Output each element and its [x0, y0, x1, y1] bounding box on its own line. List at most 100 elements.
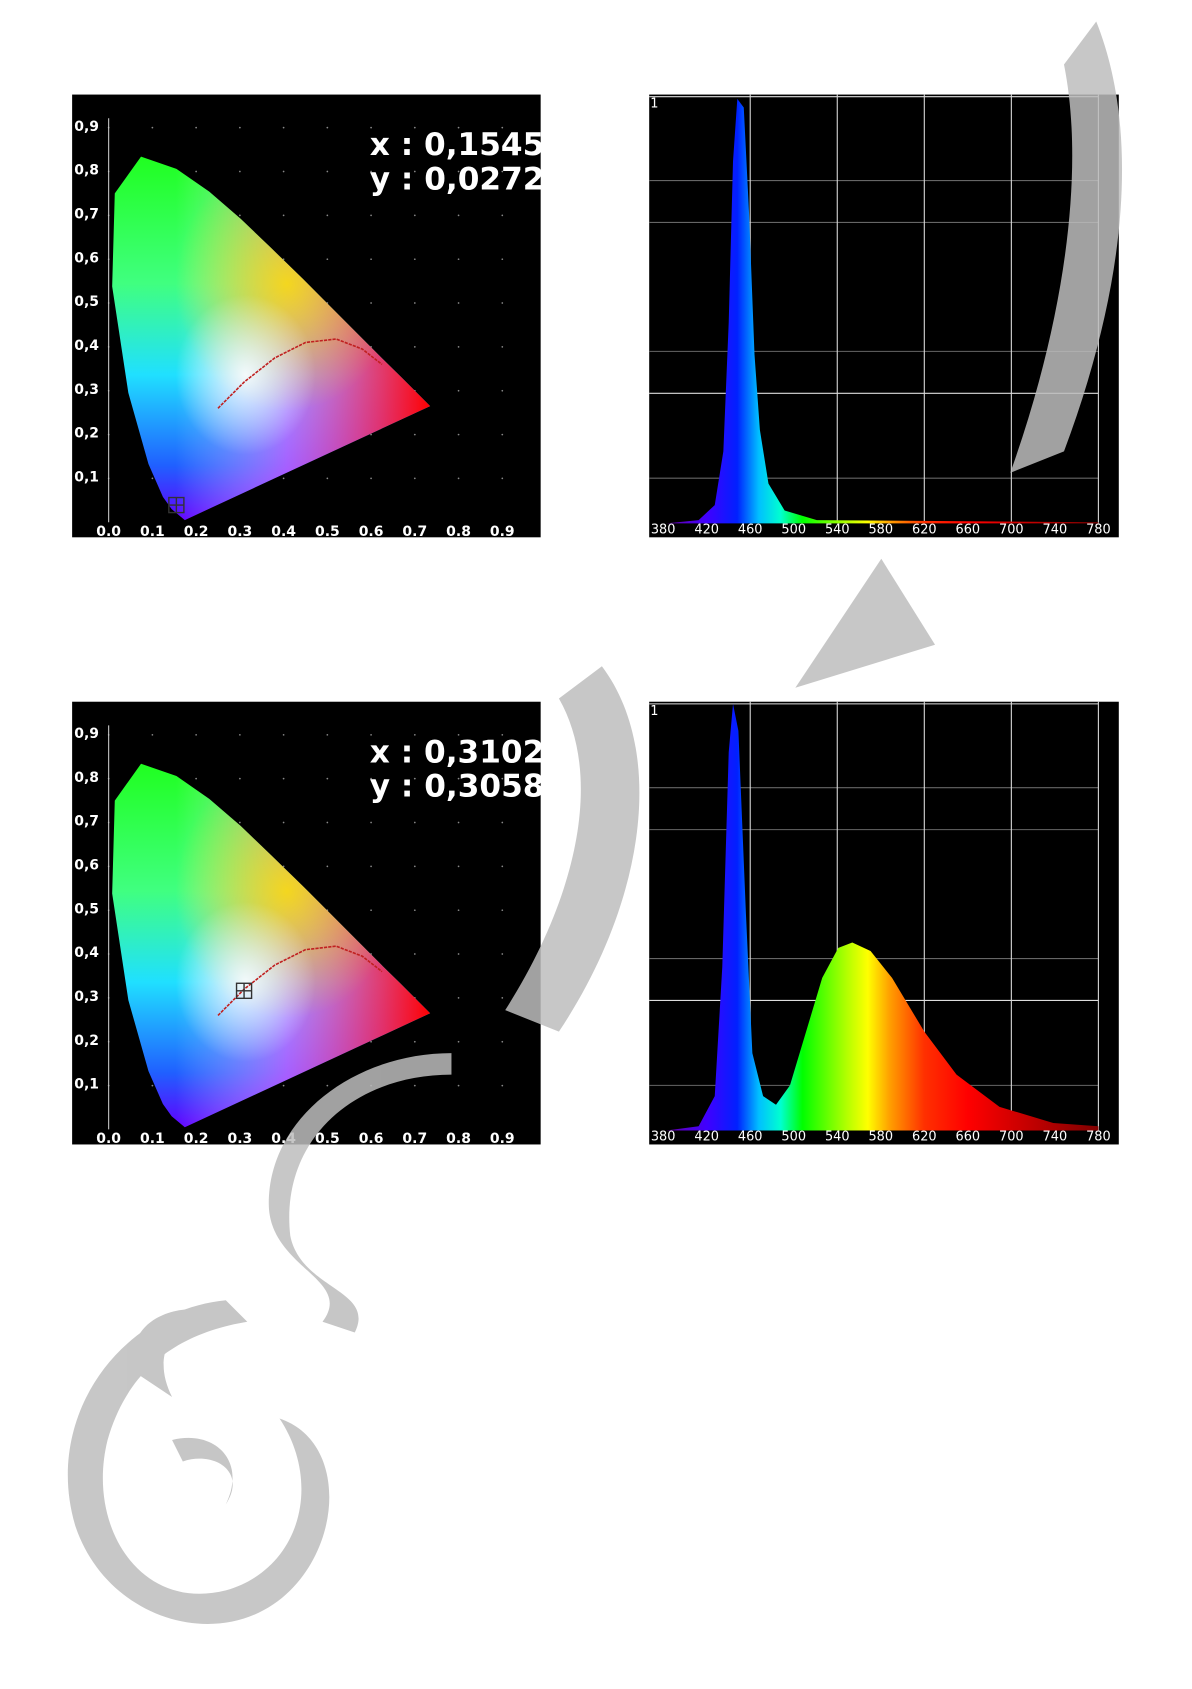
grid-dot [282, 733, 285, 736]
grid-dot [282, 477, 285, 480]
spectrum-curve [666, 703, 1099, 1131]
grid-dot [370, 258, 372, 261]
planckian-locus [217, 338, 383, 409]
grid-dot [282, 1084, 285, 1087]
grid-dot [282, 777, 285, 780]
grid-dot [501, 477, 504, 480]
grid-dot [457, 909, 460, 912]
y-tick-label: 0,5 [74, 294, 99, 310]
coordinate-readout: y : 0,0272 [370, 162, 545, 198]
x-tick-label: 380 [651, 522, 676, 537]
grid-dot [239, 777, 241, 780]
grid-dot [370, 1040, 372, 1043]
x-tick-label: 0.5 [315, 1131, 340, 1147]
grid-dot [326, 214, 329, 217]
grid-dot [326, 126, 329, 129]
grid-dot [457, 258, 460, 261]
grid-dot [457, 346, 460, 348]
x-tick-label: 0.6 [359, 1131, 384, 1147]
grid-dot [501, 865, 504, 868]
grid-dot [501, 433, 504, 436]
marker [168, 496, 253, 1000]
x-tick-label: 500 [781, 522, 806, 537]
y-tick-label: 0,9 [74, 119, 99, 135]
spectrum-chart: 380 420 460 500 540 580 620 660 700 740 780 1 [649, 94, 1119, 538]
grid-dot [195, 777, 197, 780]
y-tick-label: 0,7 [74, 206, 99, 222]
y-tick-label: 0,5 [74, 901, 99, 917]
x-tick-label: 620 [912, 522, 937, 537]
x-tick-label: 0.0 [96, 1131, 121, 1147]
y-tick-label: 0,6 [74, 250, 99, 266]
grid-dot [370, 302, 372, 304]
x-tick-label: 0.8 [446, 1131, 471, 1147]
grid-dot [501, 258, 504, 261]
grid-dot [282, 258, 285, 261]
y-tick-label: 0,4 [74, 945, 99, 961]
x-tick-label: 580 [868, 522, 893, 537]
grid-dot [370, 733, 372, 736]
panel-background [649, 94, 1119, 538]
grid-dot [282, 170, 285, 173]
grid-dot [457, 777, 460, 780]
curves [168, 98, 1099, 1131]
grid-dot [457, 302, 460, 304]
x-tick-label: 620 [912, 1129, 937, 1144]
y-tick-label: 0,2 [74, 426, 99, 442]
grid-dot [326, 777, 329, 780]
grid-dot [326, 1084, 329, 1087]
grid-dot [370, 433, 372, 436]
x-tick-label: 0.7 [402, 1131, 427, 1147]
grid-dot [151, 1084, 154, 1087]
grid-dot [282, 214, 285, 217]
grid-dot [413, 258, 416, 261]
grid-dot [370, 214, 372, 217]
grid-dot [413, 777, 416, 780]
grid-dot [413, 170, 416, 173]
grid-dot [239, 733, 241, 736]
y-tick-label: 0,7 [74, 814, 99, 830]
grid-dot [413, 821, 416, 824]
chromaticity-diagram: 0,9 0,8 0,7 0,6 0,5 0,4 0,3 0,2 0,1 0.0 0.1 0.2 0.3 0… [72, 94, 545, 540]
grid-dot [370, 909, 372, 912]
y-axis-label: 1 [650, 704, 658, 719]
grid-dot [195, 126, 197, 129]
grid-dot [501, 1084, 504, 1087]
grid-dot [501, 389, 504, 392]
grid-dot [501, 170, 504, 173]
x-tick-label: 420 [694, 522, 719, 537]
x-tick-label: 0.1 [140, 524, 165, 540]
x-tick-label: 660 [956, 1129, 981, 1144]
grid-dot [282, 865, 285, 868]
grid-dot [457, 997, 460, 999]
grid-dot [501, 909, 504, 912]
grid-dot [413, 214, 416, 217]
x-tick-label: 0.0 [96, 524, 121, 540]
x-tick-label: 0.4 [271, 524, 296, 540]
x-tick-label: 540 [825, 1129, 850, 1144]
x-tick-label: 0.9 [490, 1131, 515, 1147]
grid-dot [370, 477, 372, 480]
grid-dot [501, 777, 504, 780]
grid-dot [326, 733, 329, 736]
locus-shade [112, 156, 431, 521]
grid-dot [413, 909, 416, 912]
y-tick-label: 0,1 [74, 1077, 99, 1093]
grid-dot [326, 865, 329, 868]
grid-dot [370, 865, 372, 868]
y-tick-label: 0,9 [74, 726, 99, 742]
grid-dot [501, 302, 504, 304]
grid-dot [370, 170, 372, 173]
grid-dot [457, 953, 460, 955]
x-tick-label: 0.9 [490, 524, 515, 540]
x-tick-label: 540 [825, 522, 850, 537]
coordinate-readout: x : 0,3102 [370, 734, 544, 770]
grid-dot [501, 953, 504, 955]
grid-dot [457, 433, 460, 436]
y-tick-label: 0,2 [74, 1033, 99, 1049]
x-tick-label: 0.2 [184, 1131, 209, 1147]
y-tick-label: 0,1 [74, 470, 99, 486]
y-tick-label: 0,4 [74, 338, 99, 354]
